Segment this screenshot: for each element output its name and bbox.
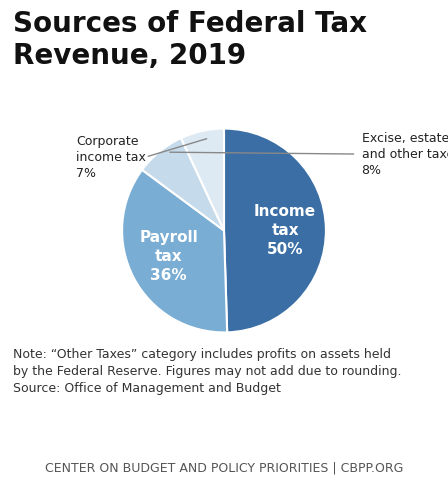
Text: Note: “Other Taxes” category includes profits on assets held
by the Federal Rese: Note: “Other Taxes” category includes pr… bbox=[13, 348, 402, 395]
Wedge shape bbox=[122, 170, 227, 332]
Text: Sources of Federal Tax
Revenue, 2019: Sources of Federal Tax Revenue, 2019 bbox=[13, 10, 367, 70]
Text: Payroll
tax
36%: Payroll tax 36% bbox=[139, 230, 198, 283]
Text: CENTER ON BUDGET AND POLICY PRIORITIES | CBPP.ORG: CENTER ON BUDGET AND POLICY PRIORITIES |… bbox=[45, 462, 403, 474]
Text: Corporate
income tax
7%: Corporate income tax 7% bbox=[76, 135, 146, 180]
Text: Income
tax
50%: Income tax 50% bbox=[254, 204, 316, 257]
Wedge shape bbox=[224, 128, 326, 332]
Wedge shape bbox=[142, 138, 224, 230]
Text: Excise, estate,
and other taxes
8%: Excise, estate, and other taxes 8% bbox=[362, 131, 448, 176]
Wedge shape bbox=[181, 128, 224, 230]
